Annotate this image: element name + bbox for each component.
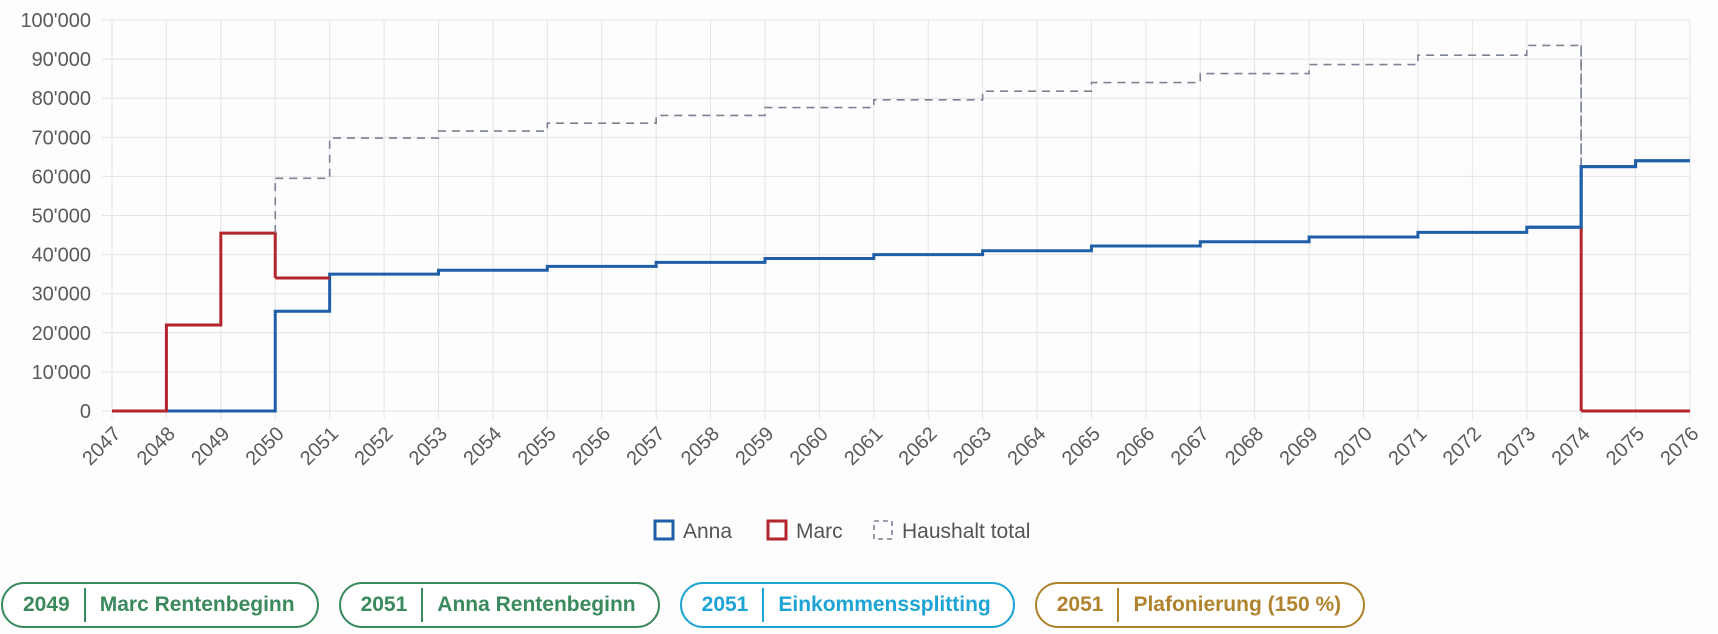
legend-swatch-anna (653, 519, 675, 541)
x-tick-label: 2048 (133, 423, 180, 470)
y-tick-label: 60'000 (32, 166, 91, 188)
x-tick-label: 2063 (949, 423, 996, 470)
x-tick-label: 2065 (1058, 423, 1105, 470)
milestone-chip-anna-rentenbeginn[interactable]: 2051 Anna Rentenbeginn (338, 582, 660, 628)
y-tick-label: 80'000 (32, 88, 91, 110)
milestone-year: 2051 (701, 593, 749, 616)
x-tick-label: 2073 (1493, 423, 1540, 470)
milestone-year: 2051 (360, 593, 408, 616)
legend-swatch-haushalt-total (873, 520, 893, 540)
legend-label-anna: Anna (683, 520, 732, 543)
x-tick-label: 2075 (1602, 423, 1649, 470)
series-line-anna-tail (1526, 159, 1690, 229)
milestone-year: 2051 (1056, 593, 1104, 616)
x-tick-label: 2058 (677, 423, 724, 470)
series-line-haushalt-total (275, 44, 1690, 180)
x-tick-label: 2068 (1221, 423, 1268, 470)
x-tick-label: 2057 (623, 423, 670, 470)
milestone-label: Marc Rentenbeginn (99, 593, 295, 616)
x-tick-label: 2052 (350, 423, 397, 470)
legend-label-marc: Marc (796, 520, 843, 543)
x-tick-label: 2064 (1003, 423, 1050, 470)
pension-income-chart: 0 10'000 20'000 30'000 40'000 50'000 60'000 70'… (20, 10, 1703, 543)
x-tick-label: 2056 (568, 423, 615, 470)
y-tick-label: 20'000 (32, 323, 91, 345)
x-tick-label: 2066 (1112, 423, 1159, 470)
x-tick-label: 2050 (242, 423, 289, 470)
milestone-chip-marc-rentenbeginn[interactable]: 2049 Marc Rentenbeginn (1, 582, 319, 628)
milestone-chips: 2049 Marc Rentenbeginn 2051 Anna Rentenb… (0, 582, 1366, 628)
milestone-chip-einkommenssplitting[interactable]: 2051 Einkommenssplitting (679, 582, 1015, 628)
chart-grid (102, 19, 1691, 419)
milestone-year: 2049 (23, 593, 70, 616)
legend-swatch-marc (766, 519, 788, 541)
y-tick-label: 10'000 (32, 362, 91, 384)
legend-label-haushalt-total: Haushalt total (902, 520, 1030, 543)
milestone-divider (1117, 588, 1120, 622)
chart-series (112, 44, 1690, 413)
x-tick-label: 2072 (1439, 423, 1486, 470)
x-tick-label: 2076 (1656, 423, 1703, 470)
y-tick-label: 30'000 (32, 284, 91, 306)
milestone-divider (83, 588, 86, 622)
x-tick-label: 2047 (78, 423, 125, 470)
series-line-marc (112, 231, 1690, 413)
series-line-anna (112, 159, 1690, 413)
milestone-label: Plafonierung (150 %) (1133, 593, 1342, 616)
y-tick-label: 100'000 (20, 10, 91, 32)
x-tick-label: 2055 (514, 423, 561, 470)
y-tick-label: 70'000 (32, 127, 91, 149)
milestone-label: Anna Rentenbeginn (437, 593, 636, 616)
milestone-label: Einkommenssplitting (778, 593, 991, 616)
x-tick-label: 2074 (1548, 423, 1595, 470)
chart-legend: Anna Marc Haushalt total (653, 519, 1030, 543)
x-tick-label: 2069 (1276, 423, 1323, 470)
milestone-chip-plafonierung[interactable]: 2051 Plafonierung (150 %) (1034, 582, 1366, 628)
x-tick-label: 2054 (459, 423, 506, 470)
x-tick-label: 2062 (895, 423, 942, 470)
x-tick-label: 2061 (840, 423, 887, 470)
milestone-divider (762, 588, 765, 622)
x-tick-label: 2051 (296, 423, 343, 470)
y-tick-label: 90'000 (32, 49, 91, 71)
chart-axes: 0 10'000 20'000 30'000 40'000 50'000 60'000 70'… (20, 10, 1703, 470)
y-tick-label: 40'000 (32, 245, 91, 267)
x-tick-label: 2053 (405, 423, 452, 470)
x-tick-label: 2067 (1167, 423, 1214, 470)
x-tick-label: 2060 (786, 423, 833, 470)
x-tick-label: 2070 (1330, 423, 1377, 470)
y-tick-label: 50'000 (32, 206, 91, 228)
x-tick-label: 2071 (1384, 423, 1431, 470)
x-tick-label: 2059 (731, 423, 778, 470)
y-tick-label: 0 (80, 401, 91, 423)
x-tick-label: 2049 (187, 423, 234, 470)
milestone-divider (421, 588, 424, 622)
